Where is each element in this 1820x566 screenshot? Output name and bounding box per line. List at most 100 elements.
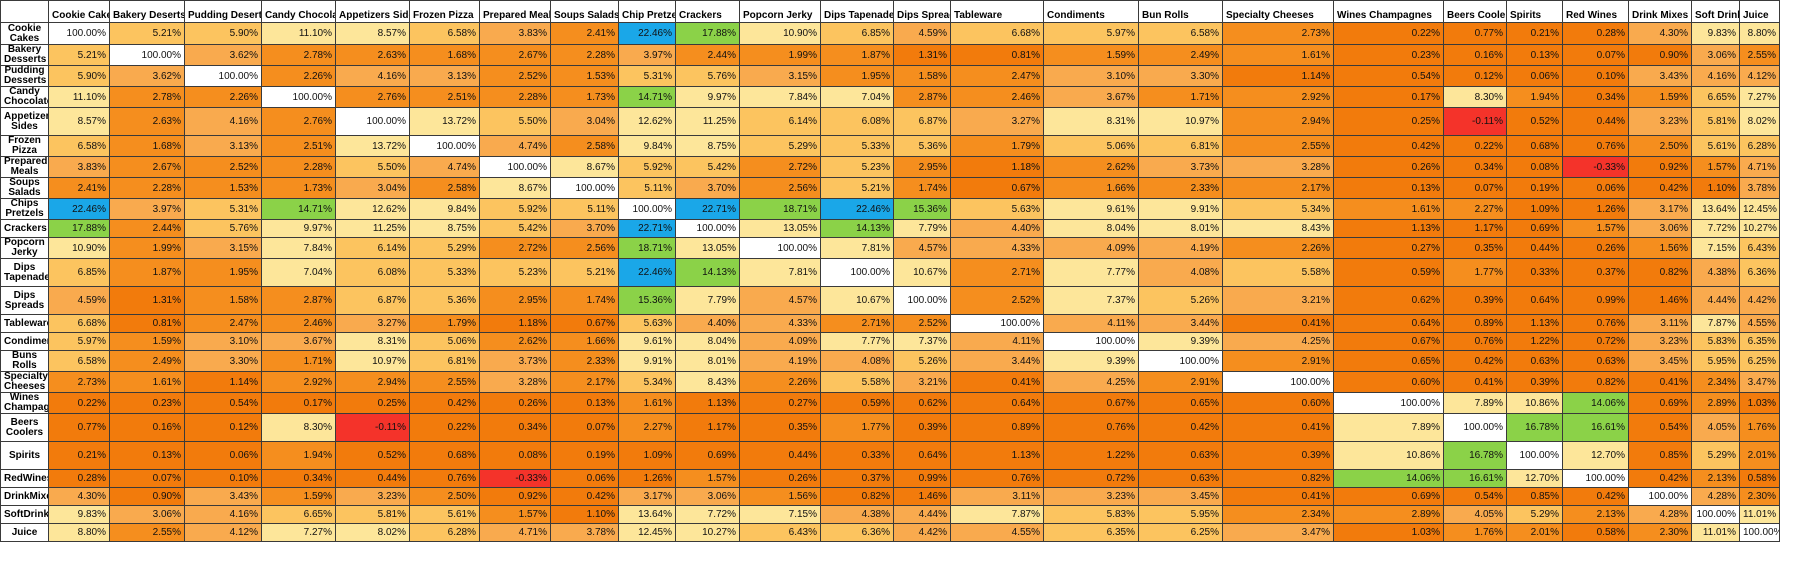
heatmap-cell: 0.67% xyxy=(950,177,1044,199)
heatmap-cell: 5.42% xyxy=(675,156,740,178)
heatmap-cell: 3.10% xyxy=(184,332,262,351)
heatmap-cell: 8.30% xyxy=(261,413,336,442)
heatmap-cell: 3.73% xyxy=(479,350,551,372)
heatmap-cell: 0.76% xyxy=(950,469,1044,488)
heatmap-cell: 5.34% xyxy=(1222,198,1334,220)
row-header-dips-tapenades: Dips Tapenades xyxy=(0,258,49,287)
heatmap-cell: 0.63% xyxy=(1562,350,1629,372)
heatmap-cell: 0.34% xyxy=(1443,156,1507,178)
heatmap-cell: 9.97% xyxy=(675,86,740,108)
heatmap-cell: 0.26% xyxy=(479,392,551,414)
heatmap-cell: 5.97% xyxy=(1043,22,1139,45)
row-header-prepared-meals: Prepared Meals xyxy=(0,156,49,178)
heatmap-cell: 8.01% xyxy=(675,350,740,372)
heatmap-cell: 0.69% xyxy=(1333,487,1444,506)
heatmap-cell: 2.26% xyxy=(739,371,821,393)
heatmap-cell: 2.28% xyxy=(479,86,551,108)
heatmap-cell: 3.97% xyxy=(618,44,676,66)
heatmap-cell: 4.40% xyxy=(675,314,740,333)
heatmap-cell: 5.21% xyxy=(48,44,110,66)
heatmap-cell: 16.61% xyxy=(1443,469,1507,488)
heatmap-cell: 1.03% xyxy=(1333,523,1444,542)
heatmap-cell: 1.87% xyxy=(820,44,894,66)
row-header-buns-rolls: Buns Rolls xyxy=(0,350,49,372)
row-header-beers-coolers: Beers Coolers xyxy=(0,413,49,442)
heatmap-cell: 1.22% xyxy=(1506,332,1563,351)
heatmap-row: Buns Rolls 6.58% 2.49% 3.30% 1.71% 10.97% 6.81… xyxy=(0,350,1780,372)
heatmap-cell: 13.64% xyxy=(618,505,676,524)
heatmap-cell: 2.55% xyxy=(409,371,480,393)
column-header-wines-champagnes: Wines Champagnes xyxy=(1333,0,1444,23)
heatmap-cell: 2.13% xyxy=(1691,469,1740,488)
heatmap-cell: 0.28% xyxy=(48,469,110,488)
heatmap-cell: 5.23% xyxy=(820,156,894,178)
heatmap-cell: 8.67% xyxy=(550,156,619,178)
heatmap-cell: 5.42% xyxy=(479,219,551,238)
heatmap-cell: 3.28% xyxy=(479,371,551,393)
heatmap-cell: 3.43% xyxy=(1628,65,1692,87)
heatmap-cell: 8.31% xyxy=(335,332,410,351)
heatmap-cell: 8.43% xyxy=(675,371,740,393)
heatmap-cell: 2.94% xyxy=(335,371,410,393)
heatmap-cell: 1.56% xyxy=(739,487,821,506)
heatmap-cell: 1.26% xyxy=(618,469,676,488)
heatmap-cell: 0.34% xyxy=(1562,86,1629,108)
heatmap-cell: 4.30% xyxy=(1628,22,1692,45)
heatmap-cell: 2.33% xyxy=(1138,177,1223,199)
column-header-bun-rolls: Bun Rolls xyxy=(1138,0,1223,23)
heatmap-cell: 2.17% xyxy=(550,371,619,393)
heatmap-cell: 4.44% xyxy=(893,505,951,524)
heatmap-cell: 3.78% xyxy=(1739,177,1780,199)
heatmap-row: DrinkMixes4.30%0.90%3.43%1.59%3.23%2.50%… xyxy=(0,487,1780,506)
heatmap-cell: 13.05% xyxy=(675,237,740,259)
heatmap-cell: 0.62% xyxy=(1333,286,1444,315)
heatmap-cell: 0.44% xyxy=(335,469,410,488)
heatmap-cell: 1.14% xyxy=(1222,65,1334,87)
heatmap-cell: 0.34% xyxy=(261,469,336,488)
heatmap-cell: 8.30% xyxy=(1443,86,1507,108)
heatmap-cell: 8.57% xyxy=(335,22,410,45)
heatmap-cell: 2.92% xyxy=(1222,86,1334,108)
heatmap-cell: 0.27% xyxy=(1333,237,1444,259)
heatmap-cell: 2.28% xyxy=(550,44,619,66)
heatmap-cell: 4.11% xyxy=(1043,314,1139,333)
heatmap-cell: 1.57% xyxy=(675,469,740,488)
heatmap-cell: 0.42% xyxy=(1562,487,1629,506)
heatmap-cell: 1.87% xyxy=(109,258,185,287)
heatmap-cell: 22.71% xyxy=(675,198,740,220)
heatmap-cell: 7.79% xyxy=(893,219,951,238)
heatmap-cell: 13.64% xyxy=(1691,198,1740,220)
heatmap-row: Prepared Meals 3.83% 2.67% 2.52% 2.28% 5.50% 4… xyxy=(0,156,1780,178)
heatmap-cell: 0.35% xyxy=(739,413,821,442)
heatmap-cell: 9.83% xyxy=(48,505,110,524)
heatmap-cell: 0.69% xyxy=(1506,219,1563,238)
heatmap-cell: 6.65% xyxy=(261,505,336,524)
heatmap-cell: 2.27% xyxy=(618,413,676,442)
heatmap-cell: 5.21% xyxy=(820,177,894,199)
heatmap-cell: 0.22% xyxy=(1443,135,1507,157)
heatmap-cell: 0.06% xyxy=(184,441,262,470)
heatmap-cell: 5.36% xyxy=(409,286,480,315)
heatmap-cell: 7.81% xyxy=(820,237,894,259)
heatmap-cell: 3.62% xyxy=(109,65,185,87)
heatmap-cell: 5.21% xyxy=(550,258,619,287)
heatmap-cell: 3.23% xyxy=(1043,487,1139,506)
heatmap-cell: 6.35% xyxy=(1043,523,1139,542)
heatmap-cell: 0.64% xyxy=(950,392,1044,414)
heatmap-cell: 4.38% xyxy=(820,505,894,524)
heatmap-cell: 9.39% xyxy=(1043,350,1139,372)
heatmap-cell: 0.06% xyxy=(1562,177,1629,199)
heatmap-cell: 13.72% xyxy=(409,107,480,136)
heatmap-cell: 3.28% xyxy=(1222,156,1334,178)
heatmap-cell: 0.82% xyxy=(820,487,894,506)
heatmap-cell: 4.16% xyxy=(1691,65,1740,87)
heatmap-cell: 0.06% xyxy=(550,469,619,488)
heatmap-cell: 0.13% xyxy=(1506,44,1563,66)
heatmap-cell: 3.21% xyxy=(893,371,951,393)
heatmap-cell: -0.11% xyxy=(335,413,410,442)
row-header-cookie-cakes: Cookie Cakes xyxy=(0,22,49,45)
heatmap-cell: 1.66% xyxy=(1043,177,1139,199)
heatmap-cell: 0.54% xyxy=(1628,413,1692,442)
heatmap-cell: 0.81% xyxy=(109,314,185,333)
